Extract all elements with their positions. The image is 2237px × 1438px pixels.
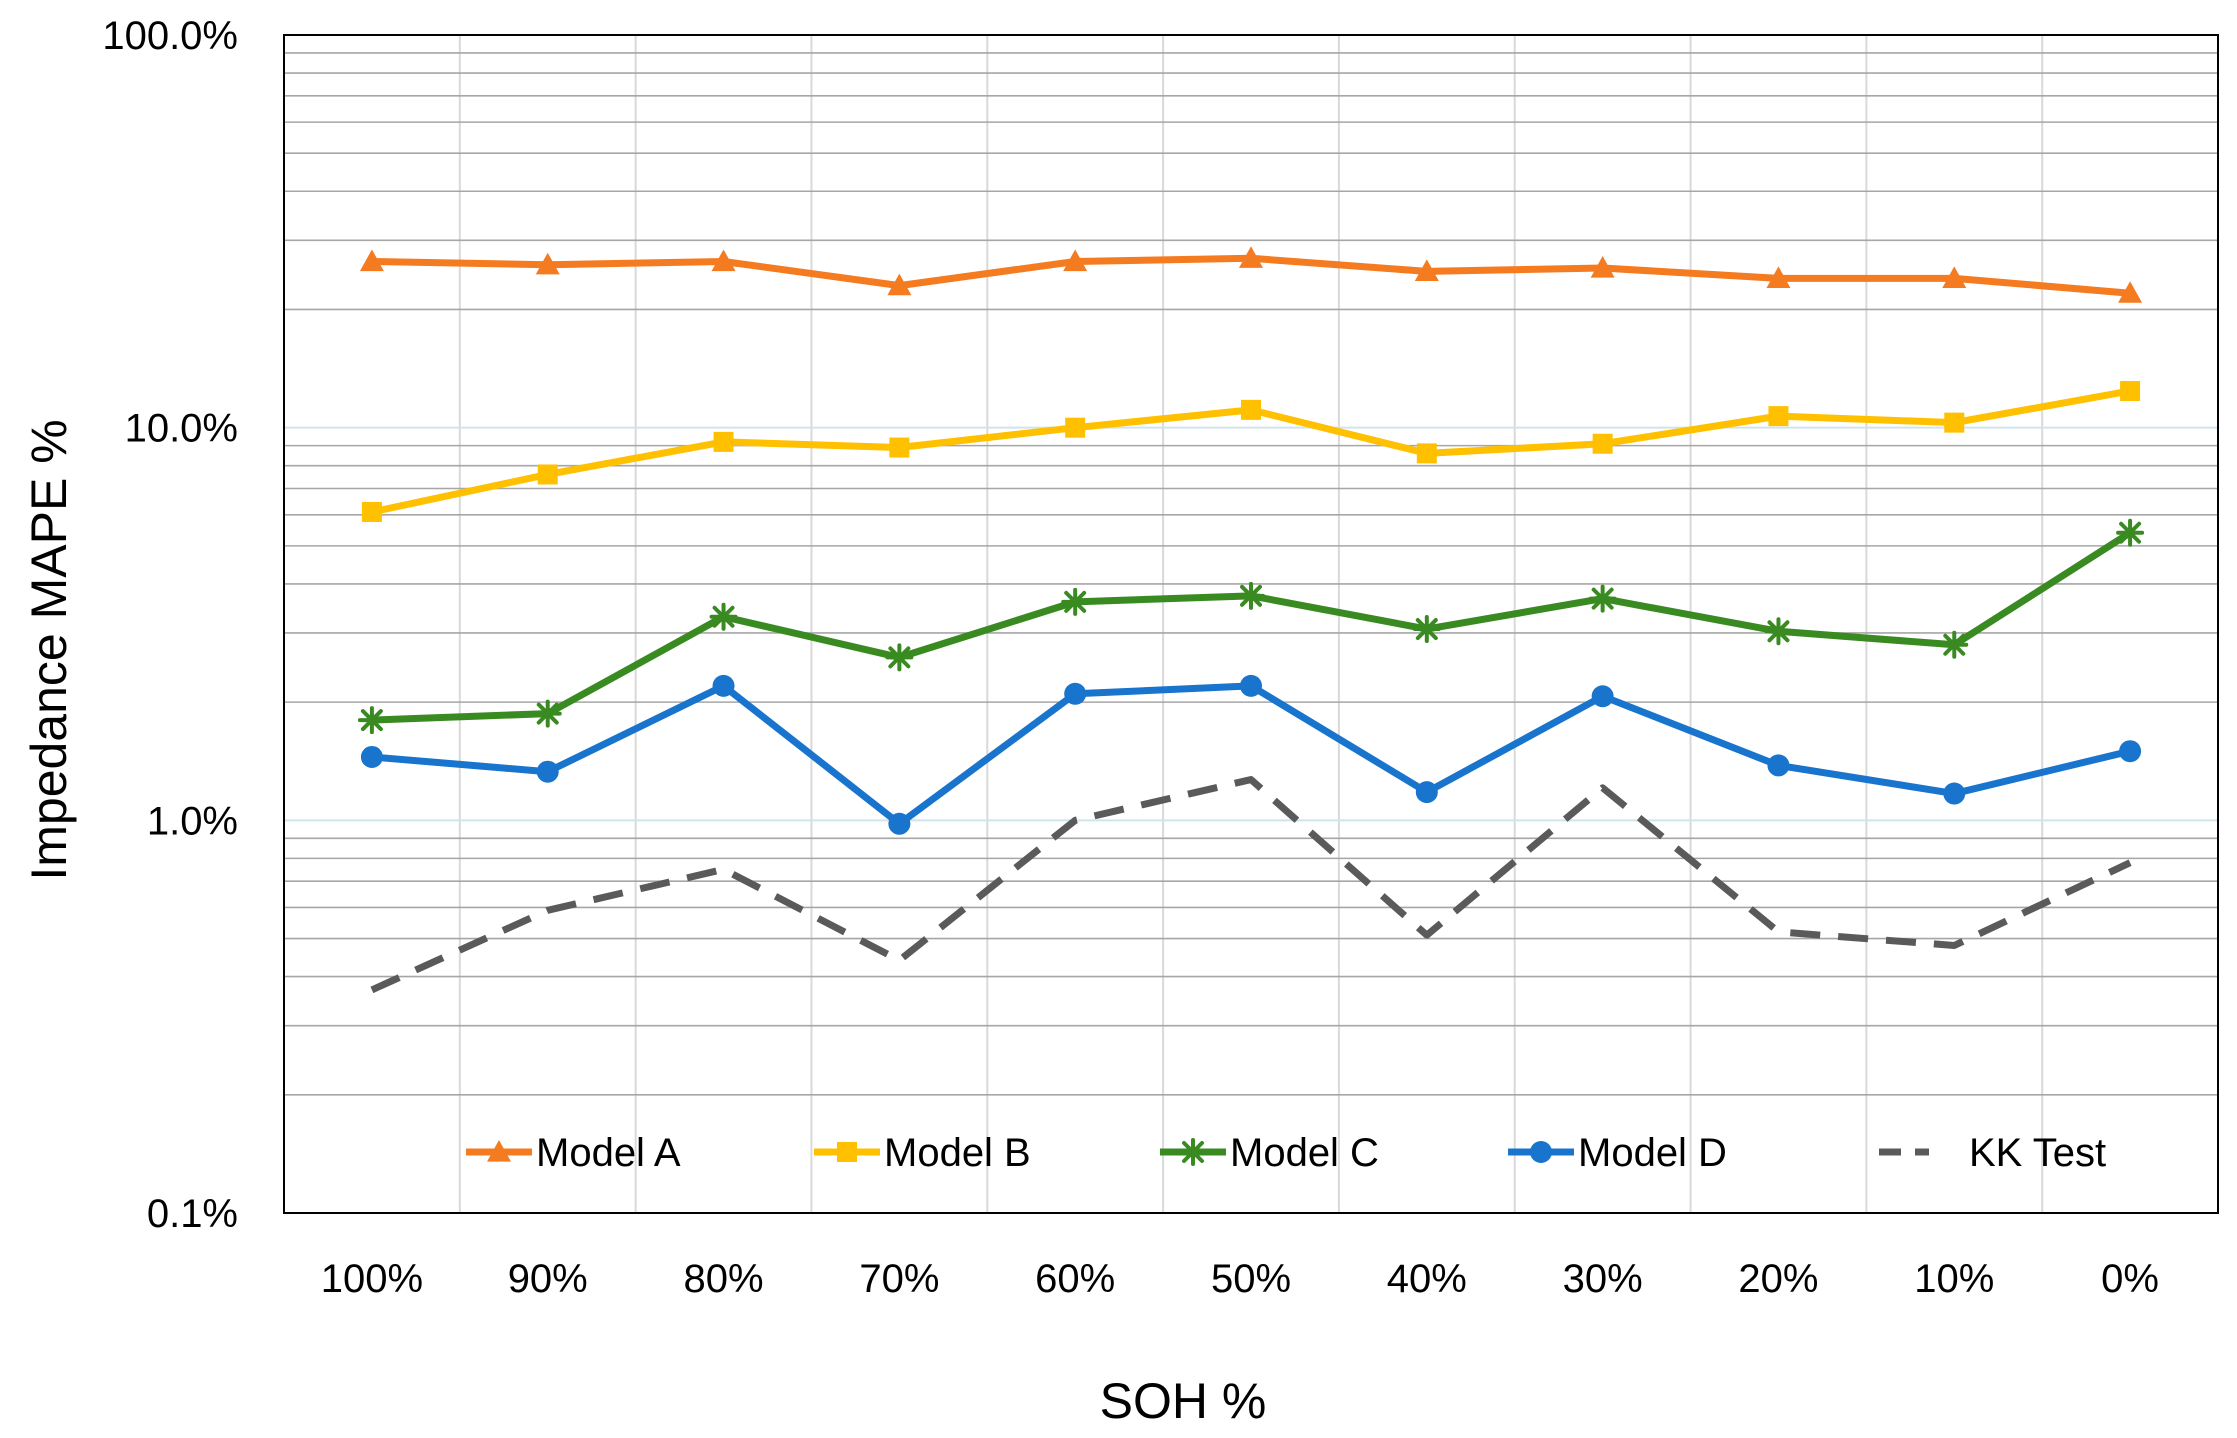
legend-marker-model-d [1530, 1141, 1552, 1163]
data-point-model-c [1061, 587, 1090, 616]
data-point-model-a [1063, 249, 1088, 272]
x-tick-label: 10% [1914, 1257, 1994, 1301]
series-kk-test [370, 776, 2132, 994]
data-point-model-d [1591, 685, 1614, 708]
data-point-model-b [889, 437, 910, 458]
data-point-model-b [1768, 406, 1789, 427]
data-point-model-b [537, 464, 558, 485]
x-tick-label: 30% [1563, 1257, 1643, 1301]
x-tick-label: 100% [321, 1257, 423, 1301]
data-point-model-b [361, 501, 382, 522]
y-axis-ticks: 0.1% 1.0% 10.0% 100.0% [102, 14, 238, 1236]
data-point-model-b [713, 431, 734, 452]
x-tick-label: 60% [1035, 1257, 1115, 1301]
x-tick-label: 90% [508, 1257, 588, 1301]
legend-item-model-c: Model C [1160, 1131, 1379, 1175]
data-point-model-a [1590, 256, 1615, 278]
legend: Model A Model B Model C Model D KK Test [466, 1131, 2106, 1175]
legend-marker-model-a [487, 1140, 511, 1162]
series-model-b [361, 380, 2141, 522]
series-model-d [360, 674, 2142, 835]
y-tick-label: 1.0% [147, 799, 238, 843]
data-point-model-d [888, 812, 911, 835]
data-point-model-d [536, 760, 559, 783]
legend-marker-model-c [1179, 1138, 1207, 1166]
data-point-model-c [1588, 584, 1617, 613]
legend-item-model-b: Model B [814, 1131, 1031, 1175]
data-point-model-d [1767, 754, 1790, 777]
data-point-model-a [1942, 266, 1967, 288]
grid-layer [284, 34, 2218, 1214]
data-point-model-b [1944, 412, 1965, 433]
data-point-model-a [2118, 281, 2143, 303]
plot-area-frame [283, 34, 2219, 1214]
data-point-model-a [359, 249, 384, 272]
data-point-model-d [1240, 674, 1262, 697]
legend-item-model-a: Model A [466, 1131, 681, 1175]
data-point-model-c [1237, 581, 1265, 610]
legend-label-model-d: Model D [1578, 1131, 1727, 1175]
data-point-model-b [1416, 443, 1437, 464]
legend-label-kk-test: KK Test [1969, 1131, 2106, 1175]
data-point-model-b [1065, 417, 1086, 438]
data-point-model-b [1241, 399, 1261, 420]
y-tick-label: 10.0% [125, 407, 238, 451]
y-tick-label: 0.1% [147, 1192, 238, 1236]
legend-item-model-d: Model D [1508, 1131, 1727, 1175]
data-point-model-a [887, 273, 912, 296]
data-point-model-a [711, 249, 736, 272]
x-tick-label: 50% [1211, 1257, 1291, 1301]
x-tick-label: 40% [1387, 1257, 1467, 1301]
x-axis-title: SOH % [1100, 1373, 1267, 1429]
legend-label-model-b: Model B [884, 1131, 1031, 1175]
data-point-model-c [709, 602, 738, 631]
y-axis-title: Impedance MAPE % [21, 419, 77, 880]
series-model-a [359, 246, 2143, 303]
data-point-model-c [533, 699, 562, 728]
x-tick-label: 80% [684, 1257, 764, 1301]
data-point-model-d [712, 674, 735, 697]
x-tick-label: 70% [859, 1257, 939, 1301]
legend-label-model-a: Model A [536, 1131, 681, 1175]
data-point-model-d [1064, 682, 1087, 705]
data-point-model-c [1764, 617, 1793, 646]
data-point-model-c [357, 706, 386, 735]
data-point-model-d [1415, 781, 1438, 804]
data-point-model-d [2119, 740, 2142, 763]
x-axis-ticks: 100% 90% 80% 70% 60% 50% 40% 30% 20% 10% 0% [321, 1257, 2159, 1301]
data-point-model-d [360, 745, 383, 768]
data-point-model-c [885, 643, 914, 672]
data-point-model-c [1940, 630, 1969, 659]
y-tick-label: 100.0% [102, 14, 238, 58]
data-point-model-c [1412, 615, 1441, 644]
data-point-model-a [1239, 246, 1263, 268]
series-layer [357, 246, 2145, 994]
data-point-model-d [1943, 782, 1966, 805]
data-point-model-c [2116, 518, 2145, 547]
x-tick-label: 0% [2101, 1257, 2159, 1301]
data-point-model-a [535, 252, 560, 275]
data-point-model-a [1414, 259, 1439, 282]
x-tick-label: 20% [1738, 1257, 1818, 1301]
data-point-model-b [1592, 433, 1613, 454]
data-point-model-b [2120, 380, 2141, 401]
series-line-kk-test [370, 776, 2132, 994]
legend-label-model-c: Model C [1230, 1131, 1379, 1175]
series-model-c [357, 518, 2145, 735]
data-point-model-a [1766, 266, 1791, 288]
legend-item-kk-test: KK Test [1879, 1131, 2106, 1175]
legend-marker-model-b [837, 1142, 857, 1162]
